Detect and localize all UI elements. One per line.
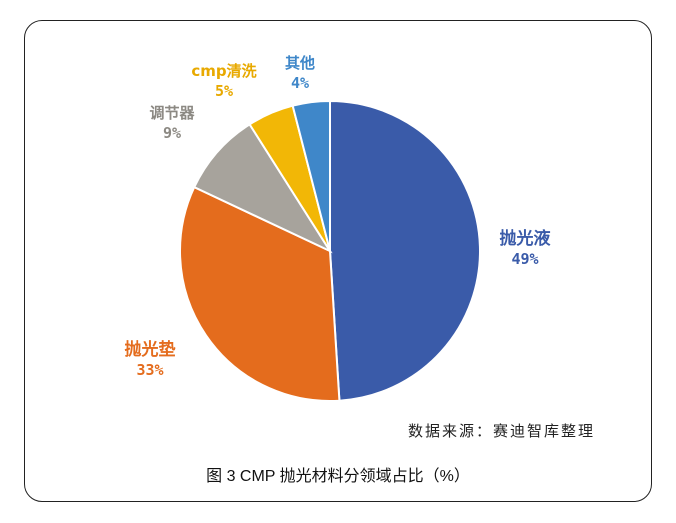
pie-slice-2 (192, 122, 333, 254)
slice-value-1: 33% (136, 361, 163, 379)
pie-slice-1 (179, 185, 341, 402)
slice-value-3: 5% (215, 82, 233, 100)
pie-slice-0 (329, 99, 481, 402)
slice-label-4: 其他 (285, 54, 315, 72)
pie-slice-4 (291, 99, 331, 252)
slice-value-0: 49% (511, 250, 538, 268)
slice-value-2: 9% (163, 124, 181, 142)
figure-caption: 图 3 CMP 抛光材料分领域占比（%） (206, 468, 470, 485)
figure-frame (24, 20, 652, 502)
slice-label-1: 抛光垫 (125, 339, 176, 360)
slice-label-3: cmp清洗 (191, 62, 256, 80)
slice-label-2: 调节器 (149, 104, 195, 122)
source-note: 数据来源：赛迪智库整理 (408, 422, 596, 440)
slice-label-0: 抛光液 (500, 228, 551, 249)
slice-value-4: 4% (291, 74, 309, 92)
